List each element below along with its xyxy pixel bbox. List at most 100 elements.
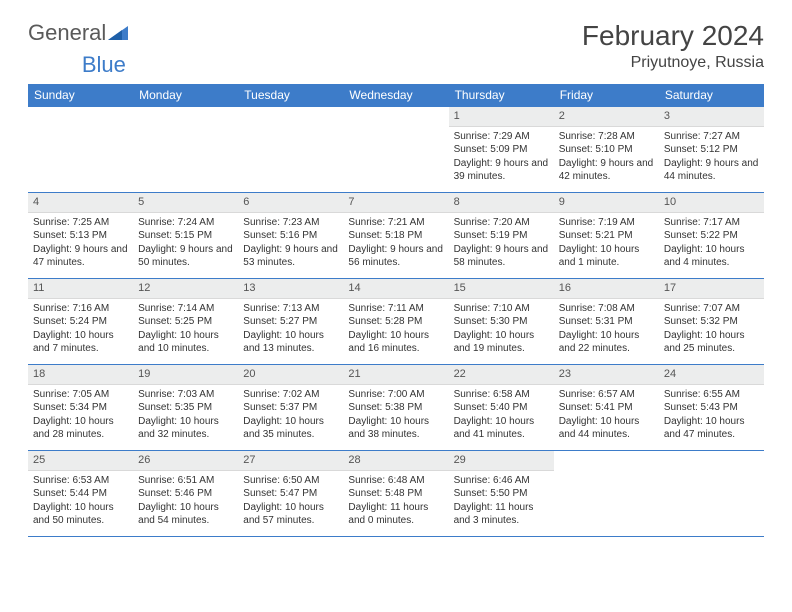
weekday-header: Wednesday: [343, 84, 448, 107]
sunrise-text: Sunrise: 7:03 AM: [138, 388, 233, 402]
daylight-text: Daylight: 9 hours and 56 minutes.: [348, 243, 443, 270]
calendar-cell: 16Sunrise: 7:08 AMSunset: 5:31 PMDayligh…: [554, 279, 659, 365]
sunset-text: Sunset: 5:31 PM: [559, 315, 654, 329]
daylight-text: Daylight: 10 hours and 28 minutes.: [33, 415, 128, 442]
day-number: 20: [238, 365, 343, 385]
weekday-header: Saturday: [659, 84, 764, 107]
calendar-cell: 19Sunrise: 7:03 AMSunset: 5:35 PMDayligh…: [133, 365, 238, 451]
calendar-cell: 8Sunrise: 7:20 AMSunset: 5:19 PMDaylight…: [449, 193, 554, 279]
daylight-text: Daylight: 10 hours and 13 minutes.: [243, 329, 338, 356]
calendar-cell: 9Sunrise: 7:19 AMSunset: 5:21 PMDaylight…: [554, 193, 659, 279]
daylight-text: Daylight: 9 hours and 44 minutes.: [664, 157, 759, 184]
weekday-header: Thursday: [449, 84, 554, 107]
calendar-cell: 28Sunrise: 6:48 AMSunset: 5:48 PMDayligh…: [343, 451, 448, 537]
day-body: Sunrise: 7:05 AMSunset: 5:34 PMDaylight:…: [28, 385, 133, 446]
day-number: 16: [554, 279, 659, 299]
day-number: 23: [554, 365, 659, 385]
day-number: 25: [28, 451, 133, 471]
day-body: Sunrise: 7:20 AMSunset: 5:19 PMDaylight:…: [449, 213, 554, 274]
day-number: 17: [659, 279, 764, 299]
daylight-text: Daylight: 10 hours and 41 minutes.: [454, 415, 549, 442]
day-body: Sunrise: 7:21 AMSunset: 5:18 PMDaylight:…: [343, 213, 448, 274]
sunrise-text: Sunrise: 7:23 AM: [243, 216, 338, 230]
day-body: Sunrise: 7:03 AMSunset: 5:35 PMDaylight:…: [133, 385, 238, 446]
daylight-text: Daylight: 9 hours and 39 minutes.: [454, 157, 549, 184]
daylight-text: Daylight: 10 hours and 4 minutes.: [664, 243, 759, 270]
logo-word2-wrap: GeneBlue: [28, 52, 764, 78]
sunrise-text: Sunrise: 6:51 AM: [138, 474, 233, 488]
daylight-text: Daylight: 10 hours and 25 minutes.: [664, 329, 759, 356]
weekday-header: Monday: [133, 84, 238, 107]
sunset-text: Sunset: 5:09 PM: [454, 143, 549, 157]
sunrise-text: Sunrise: 7:00 AM: [348, 388, 443, 402]
calendar-row: 11Sunrise: 7:16 AMSunset: 5:24 PMDayligh…: [28, 279, 764, 365]
sunrise-text: Sunrise: 7:25 AM: [33, 216, 128, 230]
calendar-cell: 5Sunrise: 7:24 AMSunset: 5:15 PMDaylight…: [133, 193, 238, 279]
calendar-cell: 3Sunrise: 7:27 AMSunset: 5:12 PMDaylight…: [659, 107, 764, 193]
daylight-text: Daylight: 10 hours and 47 minutes.: [664, 415, 759, 442]
sunrise-text: Sunrise: 7:07 AM: [664, 302, 759, 316]
calendar-cell: 23Sunrise: 6:57 AMSunset: 5:41 PMDayligh…: [554, 365, 659, 451]
calendar-row: 4Sunrise: 7:25 AMSunset: 5:13 PMDaylight…: [28, 193, 764, 279]
day-body: Sunrise: 7:19 AMSunset: 5:21 PMDaylight:…: [554, 213, 659, 274]
day-body: Sunrise: 7:24 AMSunset: 5:15 PMDaylight:…: [133, 213, 238, 274]
day-number: 7: [343, 193, 448, 213]
day-body: Sunrise: 7:14 AMSunset: 5:25 PMDaylight:…: [133, 299, 238, 360]
calendar-cell: 26Sunrise: 6:51 AMSunset: 5:46 PMDayligh…: [133, 451, 238, 537]
day-body: Sunrise: 7:07 AMSunset: 5:32 PMDaylight:…: [659, 299, 764, 360]
daylight-text: Daylight: 11 hours and 0 minutes.: [348, 501, 443, 528]
day-number: 11: [28, 279, 133, 299]
sunrise-text: Sunrise: 7:24 AM: [138, 216, 233, 230]
calendar-cell: 29Sunrise: 6:46 AMSunset: 5:50 PMDayligh…: [449, 451, 554, 537]
day-number: 22: [449, 365, 554, 385]
calendar-row: 25Sunrise: 6:53 AMSunset: 5:44 PMDayligh…: [28, 451, 764, 537]
day-number: 10: [659, 193, 764, 213]
day-number: 28: [343, 451, 448, 471]
logo-triangle-icon: [108, 20, 128, 46]
sunrise-text: Sunrise: 7:13 AM: [243, 302, 338, 316]
sunset-text: Sunset: 5:10 PM: [559, 143, 654, 157]
daylight-text: Daylight: 9 hours and 53 minutes.: [243, 243, 338, 270]
day-body: Sunrise: 7:13 AMSunset: 5:27 PMDaylight:…: [238, 299, 343, 360]
sunset-text: Sunset: 5:30 PM: [454, 315, 549, 329]
calendar-cell: ..: [554, 451, 659, 537]
sunset-text: Sunset: 5:24 PM: [33, 315, 128, 329]
daylight-text: Daylight: 9 hours and 50 minutes.: [138, 243, 233, 270]
sunrise-text: Sunrise: 7:29 AM: [454, 130, 549, 144]
daylight-text: Daylight: 10 hours and 22 minutes.: [559, 329, 654, 356]
daylight-text: Daylight: 10 hours and 38 minutes.: [348, 415, 443, 442]
sunrise-text: Sunrise: 7:08 AM: [559, 302, 654, 316]
calendar-header-row: SundayMondayTuesdayWednesdayThursdayFrid…: [28, 84, 764, 107]
sunset-text: Sunset: 5:25 PM: [138, 315, 233, 329]
day-number: 26: [133, 451, 238, 471]
day-number: 8: [449, 193, 554, 213]
calendar-cell: 7Sunrise: 7:21 AMSunset: 5:18 PMDaylight…: [343, 193, 448, 279]
sunrise-text: Sunrise: 7:20 AM: [454, 216, 549, 230]
calendar-cell: 15Sunrise: 7:10 AMSunset: 5:30 PMDayligh…: [449, 279, 554, 365]
day-body: Sunrise: 6:55 AMSunset: 5:43 PMDaylight:…: [659, 385, 764, 446]
sunset-text: Sunset: 5:22 PM: [664, 229, 759, 243]
daylight-text: Daylight: 10 hours and 35 minutes.: [243, 415, 338, 442]
day-body: Sunrise: 7:08 AMSunset: 5:31 PMDaylight:…: [554, 299, 659, 360]
sunrise-text: Sunrise: 6:50 AM: [243, 474, 338, 488]
day-body: Sunrise: 7:28 AMSunset: 5:10 PMDaylight:…: [554, 127, 659, 188]
calendar-cell: 4Sunrise: 7:25 AMSunset: 5:13 PMDaylight…: [28, 193, 133, 279]
sunset-text: Sunset: 5:41 PM: [559, 401, 654, 415]
calendar-cell: ..: [238, 107, 343, 193]
sunset-text: Sunset: 5:50 PM: [454, 487, 549, 501]
day-body: Sunrise: 6:53 AMSunset: 5:44 PMDaylight:…: [28, 471, 133, 532]
day-body: Sunrise: 7:17 AMSunset: 5:22 PMDaylight:…: [659, 213, 764, 274]
sunset-text: Sunset: 5:46 PM: [138, 487, 233, 501]
day-body: Sunrise: 6:48 AMSunset: 5:48 PMDaylight:…: [343, 471, 448, 532]
sunrise-text: Sunrise: 7:10 AM: [454, 302, 549, 316]
calendar-cell: ..: [659, 451, 764, 537]
day-number: 9: [554, 193, 659, 213]
daylight-text: Daylight: 9 hours and 58 minutes.: [454, 243, 549, 270]
day-body: Sunrise: 7:11 AMSunset: 5:28 PMDaylight:…: [343, 299, 448, 360]
sunset-text: Sunset: 5:44 PM: [33, 487, 128, 501]
calendar-cell: 27Sunrise: 6:50 AMSunset: 5:47 PMDayligh…: [238, 451, 343, 537]
day-body: Sunrise: 7:27 AMSunset: 5:12 PMDaylight:…: [659, 127, 764, 188]
sunrise-text: Sunrise: 6:46 AM: [454, 474, 549, 488]
sunset-text: Sunset: 5:27 PM: [243, 315, 338, 329]
day-number: 21: [343, 365, 448, 385]
